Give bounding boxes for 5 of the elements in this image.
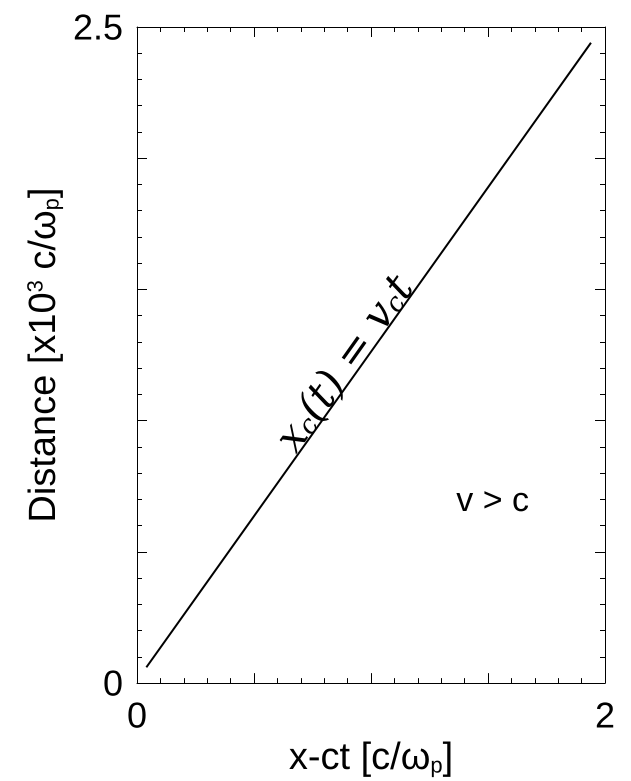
y-axis-title: Distance [x103 c/ωp] bbox=[22, 188, 64, 523]
annotation: v > c bbox=[456, 481, 530, 520]
x-axis-title: x-ct [c/ωp] bbox=[288, 736, 454, 778]
y-tick-label: 2.5 bbox=[72, 6, 123, 48]
x-tick-label: 2 bbox=[594, 694, 616, 736]
